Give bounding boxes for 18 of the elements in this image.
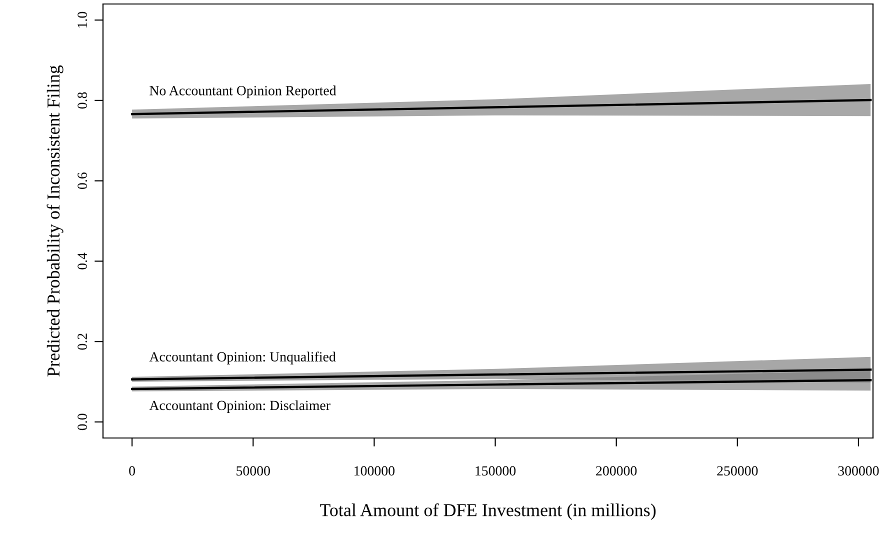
x-tick-label: 150000 xyxy=(476,466,516,476)
x-tick-label: 50000 xyxy=(236,466,270,476)
x-tick-label: 250000 xyxy=(717,466,758,476)
y-tick-label: 1.0 xyxy=(78,12,88,28)
x-tick-label: 0 xyxy=(129,466,135,476)
y-tick-label: 0.6 xyxy=(78,172,88,189)
series-label: No Accountant Opinion Reported xyxy=(150,86,336,98)
y-axis-title: Predicted Probability of Inconsistent Filing xyxy=(46,65,64,376)
y-tick-label: 0.2 xyxy=(78,334,88,350)
series-label: Accountant Opinion: Unqualified xyxy=(149,352,336,364)
x-tick-label: 300000 xyxy=(838,466,879,476)
y-tick-label: 0.4 xyxy=(78,252,88,270)
x-axis-title: Total Amount of DFE Investment (in millions) xyxy=(320,503,656,520)
y-tick-label: 0.8 xyxy=(78,92,88,109)
y-tick-label: 0.0 xyxy=(78,414,88,430)
x-tick-label: 200000 xyxy=(596,466,637,476)
x-tick-label: 100000 xyxy=(354,466,394,476)
series-label: Accountant Opinion: Disclaimer xyxy=(149,400,330,413)
